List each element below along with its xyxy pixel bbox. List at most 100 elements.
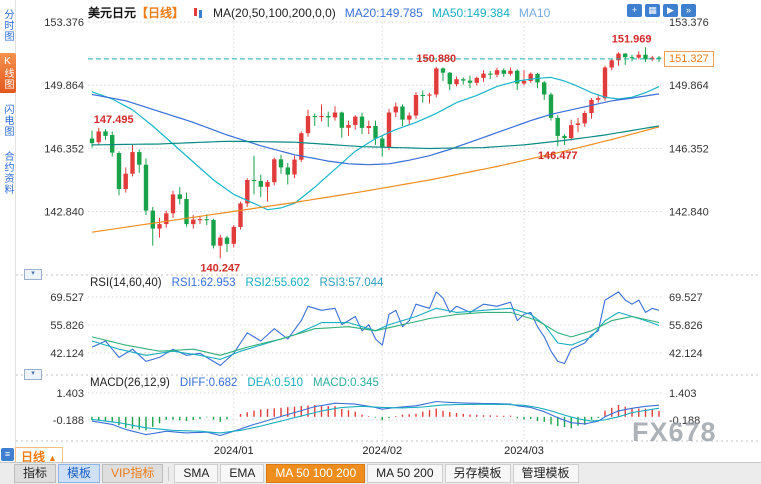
toolbar-ma-50-100-200-button[interactable]: MA 50 100 200 <box>266 464 366 483</box>
candle <box>116 153 122 189</box>
y-axis-label: 146.352 <box>669 143 709 155</box>
macd-dea-value: DEA:0.510 <box>247 377 304 389</box>
candle <box>157 224 162 229</box>
watermark: FX678 <box>632 417 717 447</box>
toolbar-separator <box>168 466 170 481</box>
toolbar-ma-50-200-button[interactable]: MA 50 200 <box>367 464 443 483</box>
toolbar-manage-template-button[interactable]: 管理模板 <box>512 464 579 483</box>
candle <box>224 237 230 244</box>
y-axis-label: -0.188 <box>669 415 700 427</box>
y-axis-label: 69.527 <box>669 292 703 304</box>
candle <box>326 116 331 118</box>
candle <box>569 125 574 139</box>
candle <box>434 68 439 95</box>
candle <box>629 57 635 59</box>
fast-forward-icon[interactable]: » <box>681 4 696 17</box>
candle <box>508 70 513 74</box>
candle <box>292 159 297 175</box>
toolbar-indicator-tab[interactable]: 指标 <box>14 464 57 483</box>
candle <box>488 73 493 75</box>
candle <box>312 116 317 118</box>
candle <box>218 237 223 246</box>
macd-header: MACD(26,12,9) DIFF:0.682 DEA:0.510 MACD:… <box>90 377 379 389</box>
candle <box>211 219 216 246</box>
candle <box>143 164 149 211</box>
candle <box>130 152 135 174</box>
candle <box>150 210 155 229</box>
candle <box>555 117 560 136</box>
candle <box>258 180 263 187</box>
candle <box>467 80 473 83</box>
candle <box>299 133 304 160</box>
ma100-value-truncated: MA10 <box>518 5 551 20</box>
candle <box>332 112 338 118</box>
pan-icon[interactable]: + <box>627 4 642 17</box>
toolbar-template-tab[interactable]: 模板 <box>58 464 101 483</box>
candle <box>407 115 412 120</box>
toolbar-vip-indicator-tab[interactable]: VIP指标 <box>102 464 164 483</box>
toolbar-save-template-button[interactable]: 另存模板 <box>444 464 511 483</box>
chart-line <box>91 126 660 233</box>
candle <box>204 219 209 221</box>
candle <box>96 131 101 143</box>
chart-line <box>91 93 660 166</box>
candle <box>542 82 547 95</box>
rsi-panel-collapse-icon[interactable]: ▾ <box>24 269 42 280</box>
rsi-params: RSI(14,60,40) <box>90 277 162 289</box>
candle <box>197 219 203 221</box>
candle <box>177 194 182 199</box>
y-axis-label: 1.403 <box>56 388 84 400</box>
toolbar-ema-button[interactable]: EMA <box>220 464 265 483</box>
grid-icon[interactable]: ▦ <box>645 4 660 17</box>
sidebar-tab-contract-info[interactable]: 合约资料 <box>2 151 13 195</box>
period-selector-label: 日线 <box>21 450 46 464</box>
candle <box>623 53 628 58</box>
rsi-header: RSI(14,60,40) RSI1:62.953 RSI2:55.602 RS… <box>90 277 383 289</box>
rsi1-value: RSI1:62.953 <box>171 277 236 289</box>
y-axis-label: 55.826 <box>669 320 703 332</box>
rsi2-value: RSI2:55.602 <box>245 277 310 289</box>
candle <box>164 213 169 225</box>
candle <box>238 203 243 227</box>
y-axis-label: 1.403 <box>669 388 697 400</box>
candle <box>380 138 385 148</box>
price-annotation: 146.477 <box>538 150 578 162</box>
sidebar-tab-timeshare[interactable]: 分时图 <box>2 9 13 42</box>
candle <box>481 73 486 78</box>
panel-toggle-icon[interactable]: ≡ <box>1 448 14 461</box>
candle <box>548 94 554 118</box>
y-axis-label: 153.376 <box>669 17 709 29</box>
y-axis-label: 55.826 <box>50 320 84 332</box>
candle <box>373 126 378 139</box>
candle <box>589 99 594 113</box>
candle <box>427 94 432 96</box>
candle <box>103 131 108 136</box>
macd-params: MACD(26,12,9) <box>90 377 170 389</box>
candle <box>339 112 344 128</box>
candle <box>636 54 641 58</box>
candle <box>461 79 466 81</box>
y-axis-label: 42.124 <box>50 348 84 360</box>
candle <box>413 95 419 116</box>
y-axis-label: 142.840 <box>669 207 709 219</box>
candle <box>231 226 236 244</box>
candle <box>521 81 527 84</box>
toolbar-sma-button[interactable]: SMA <box>174 464 219 483</box>
sidebar-tab-lightning[interactable]: 闪电图 <box>2 104 13 137</box>
chart-line <box>91 307 660 360</box>
macd-diff-value: DIFF:0.682 <box>179 377 238 389</box>
candle <box>454 79 459 85</box>
symbol-title: 美元日元 <box>88 6 137 20</box>
candle <box>400 106 405 120</box>
play-icon[interactable]: ▶ <box>663 4 678 17</box>
candle <box>191 219 196 225</box>
candle <box>616 53 621 61</box>
macd-panel-collapse-icon[interactable]: ▾ <box>24 369 42 380</box>
candle <box>137 152 142 165</box>
bottom-toolbar: 指标 模板 VIP指标 SMA EMA MA 50 100 200 MA 50 … <box>0 462 761 484</box>
sidebar-tab-kline[interactable]: K线图 <box>0 53 16 93</box>
chart-line <box>91 291 660 367</box>
current-price-badge: 151.327 <box>664 51 714 67</box>
candle <box>265 182 270 187</box>
